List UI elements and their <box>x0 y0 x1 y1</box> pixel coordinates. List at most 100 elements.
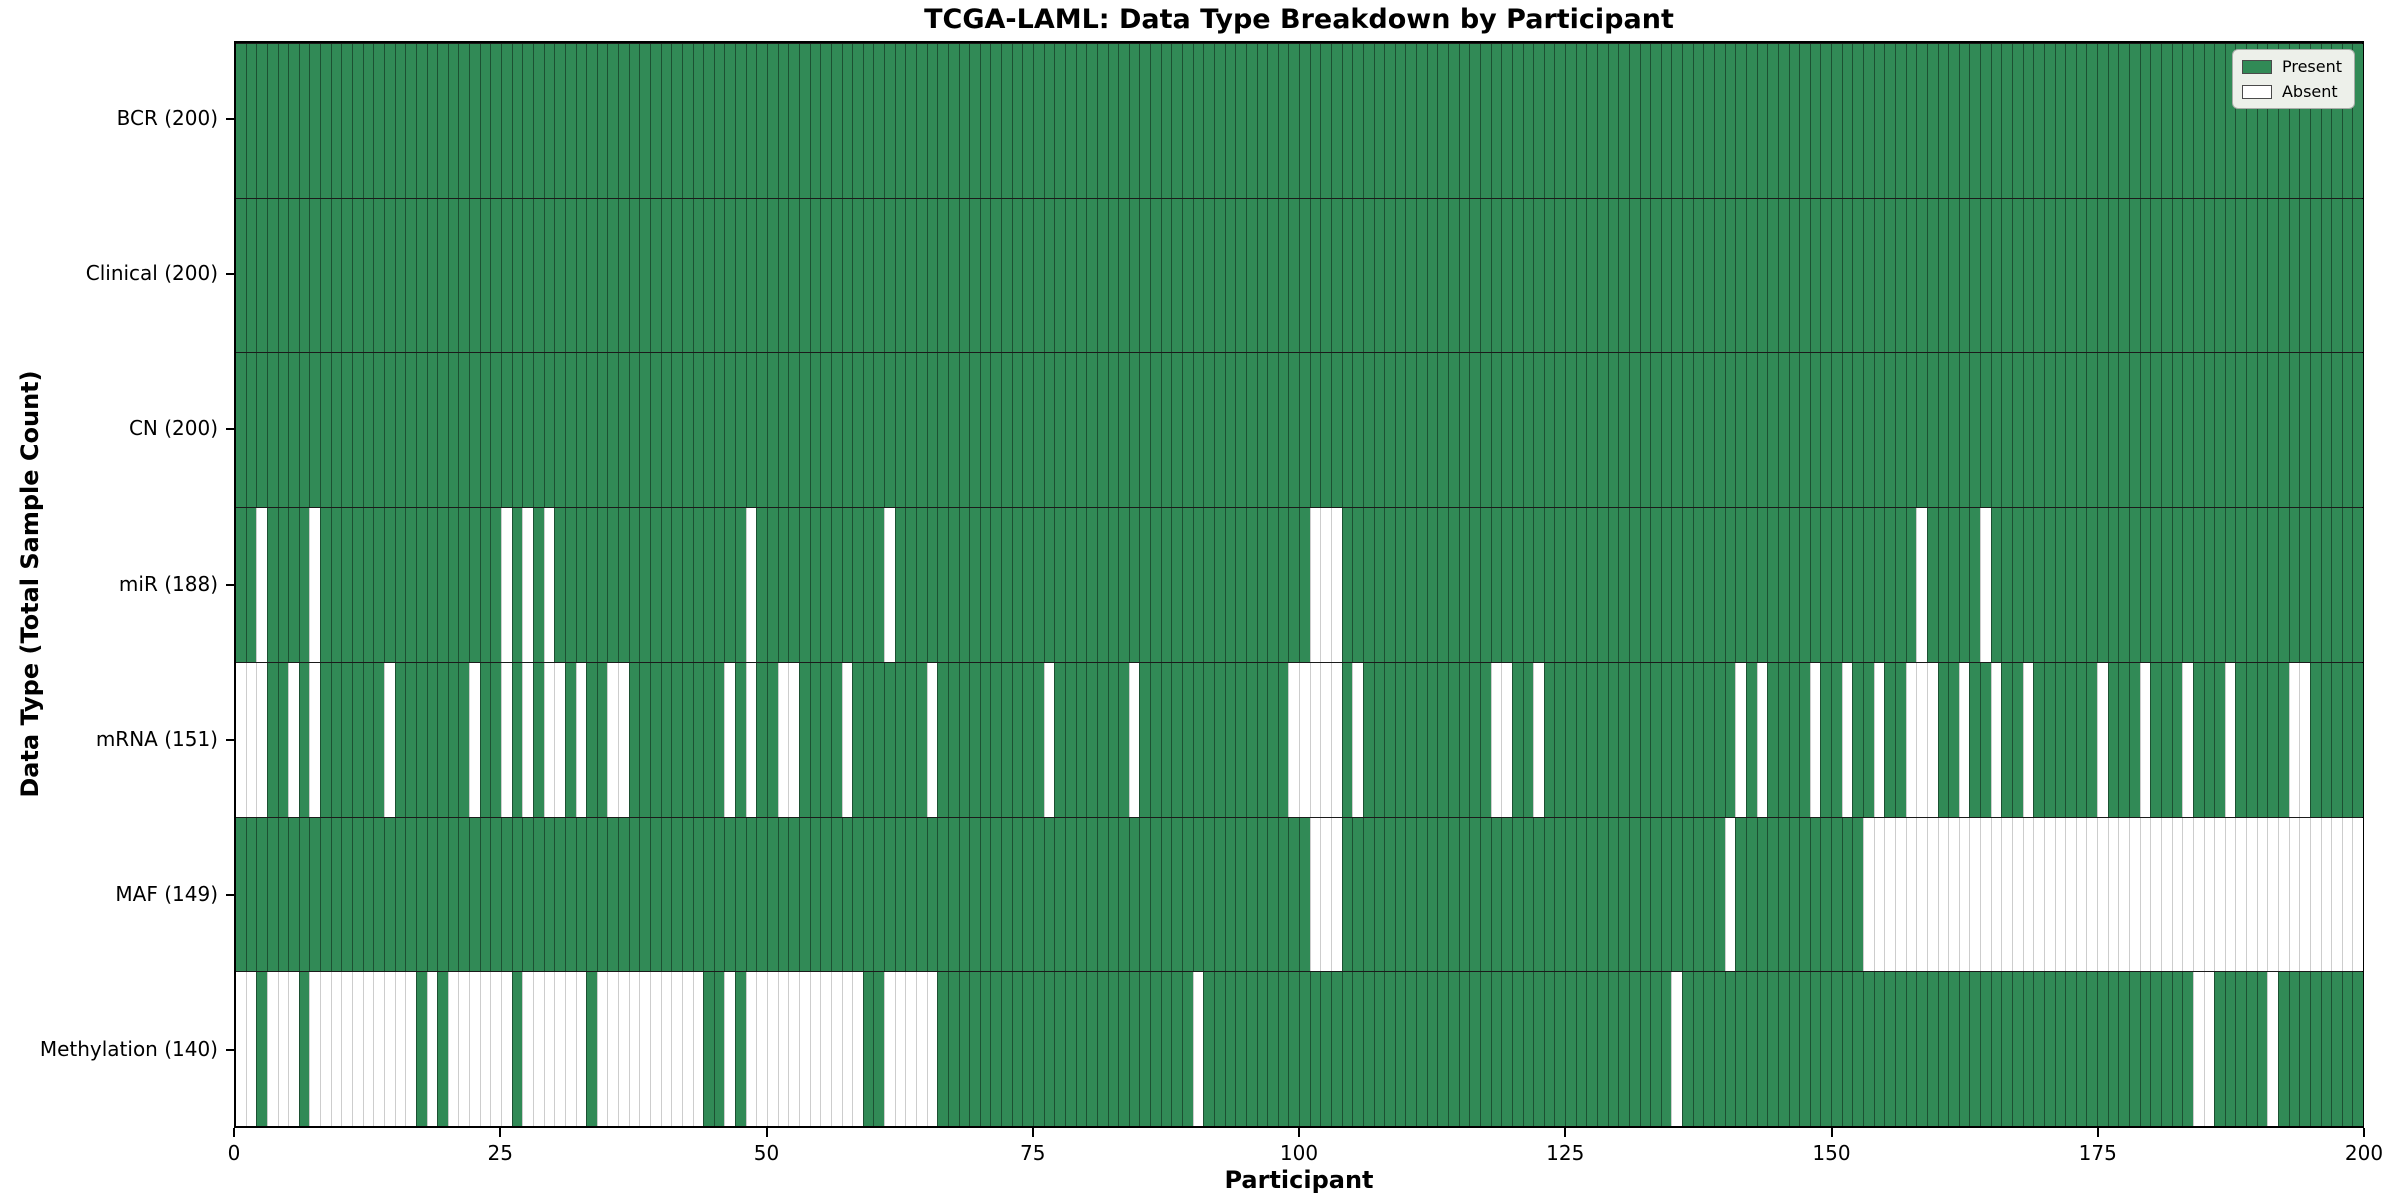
heatmap-cell <box>660 508 672 662</box>
heatmap-cell <box>532 972 544 1127</box>
heatmap-cell <box>1150 972 1161 1127</box>
heatmap-cell <box>1501 972 1512 1127</box>
heatmap-cell <box>309 817 321 972</box>
heatmap-cell <box>2107 972 2119 1127</box>
heatmap-cell <box>479 817 491 972</box>
heatmap-cell <box>1458 817 1470 972</box>
heatmap-cell <box>1320 353 1331 508</box>
heatmap-cell <box>277 508 289 662</box>
heatmap-cell <box>1277 817 1289 972</box>
heatmap-cell <box>745 662 757 817</box>
x-tick-mark <box>499 1128 502 1137</box>
heatmap-cell <box>947 198 959 353</box>
heatmap-cell <box>1703 353 1715 508</box>
heatmap-cell <box>458 508 470 662</box>
y-tick-mark <box>226 583 234 586</box>
heatmap-cell <box>1320 817 1331 972</box>
heatmap-cell <box>607 353 619 508</box>
heatmap-cell <box>437 44 448 198</box>
heatmap-cell <box>405 662 416 817</box>
legend-absent-label: Absent <box>2281 82 2338 101</box>
heatmap-cell <box>1033 353 1044 508</box>
heatmap-cell <box>618 198 629 353</box>
heatmap-cell <box>788 508 799 662</box>
heatmap-cell <box>2256 508 2268 662</box>
heatmap-cell <box>1490 817 1502 972</box>
heatmap-cell <box>1267 508 1278 662</box>
heatmap-cell <box>1043 817 1055 972</box>
heatmap-cell <box>947 662 959 817</box>
heatmap-cell <box>501 972 512 1127</box>
heatmap-cell <box>362 508 374 662</box>
heatmap-cell <box>862 44 874 198</box>
heatmap-cell <box>958 198 970 353</box>
heatmap-cell <box>2331 198 2342 353</box>
heatmap-cell <box>236 198 246 353</box>
heatmap-cell <box>1756 44 1768 198</box>
heatmap-cell <box>1043 662 1055 817</box>
heatmap-cell <box>969 198 980 353</box>
heatmap-cell <box>1235 972 1246 1127</box>
heatmap-cell <box>1330 44 1342 198</box>
heatmap-cell <box>1628 198 1640 353</box>
heatmap-cell <box>1096 817 1108 972</box>
heatmap-cell <box>2235 353 2247 508</box>
heatmap-cell <box>415 817 427 972</box>
heatmap-cell <box>2278 817 2289 972</box>
heatmap-cell <box>2235 972 2247 1127</box>
heatmap-cell <box>1554 817 1566 972</box>
heatmap-cell <box>2224 817 2236 972</box>
heatmap-cell <box>2150 353 2161 508</box>
heatmap-cell <box>628 817 640 972</box>
heatmap-cell <box>1841 44 1853 198</box>
x-axis-label: Participant <box>1224 1166 1374 1194</box>
heatmap-cell <box>2139 198 2151 353</box>
heatmap-cell <box>256 198 267 353</box>
heatmap-cell <box>1841 198 1853 353</box>
y-tick-mark <box>226 738 234 741</box>
heatmap-cell <box>1416 972 1427 1127</box>
heatmap-cell <box>1394 198 1406 353</box>
heatmap-cell <box>798 508 810 662</box>
heatmap-cell <box>309 662 321 817</box>
heatmap-cell <box>916 817 927 972</box>
heatmap-cell <box>1724 198 1736 353</box>
heatmap-cell <box>298 817 310 972</box>
heatmap-cell <box>2256 44 2268 198</box>
heatmap-cell <box>1671 662 1683 817</box>
heatmap-cell <box>2065 44 2076 198</box>
heatmap-cell <box>1618 662 1629 817</box>
heatmap-cell <box>1426 662 1438 817</box>
heatmap-cell <box>1788 198 1800 353</box>
heatmap-cell <box>1969 508 1981 662</box>
heatmap-cell <box>245 817 257 972</box>
heatmap-cell <box>777 44 789 198</box>
heatmap-cell <box>1309 198 1321 353</box>
heatmap-cell <box>2065 662 2076 817</box>
heatmap-cell <box>1639 508 1651 662</box>
heatmap-cell <box>703 817 714 972</box>
heatmap-cell <box>958 817 970 972</box>
heatmap-cell <box>373 972 384 1127</box>
heatmap-cell <box>1575 662 1587 817</box>
heatmap-cell <box>1650 508 1661 662</box>
heatmap-cell <box>1597 44 1608 198</box>
heatmap-cell <box>1820 44 1832 198</box>
heatmap-cell <box>2235 198 2247 353</box>
heatmap-cell <box>1618 353 1629 508</box>
heatmap-cell <box>692 44 704 198</box>
heatmap-cell <box>1373 972 1385 1127</box>
heatmap-cell <box>2160 198 2172 353</box>
heatmap-cell <box>2214 817 2225 972</box>
heatmap-cell <box>256 44 267 198</box>
heatmap-cell <box>681 972 693 1127</box>
heatmap-cell <box>958 662 970 817</box>
heatmap-cell <box>2129 44 2140 198</box>
heatmap-cell <box>1926 198 1938 353</box>
heatmap-cell <box>1873 817 1885 972</box>
heatmap-cell <box>1969 817 1981 972</box>
x-tick-mark <box>233 1128 235 1137</box>
heatmap-cell <box>383 198 395 353</box>
heatmap-cell <box>1011 817 1023 972</box>
heatmap-cell <box>1533 817 1544 972</box>
